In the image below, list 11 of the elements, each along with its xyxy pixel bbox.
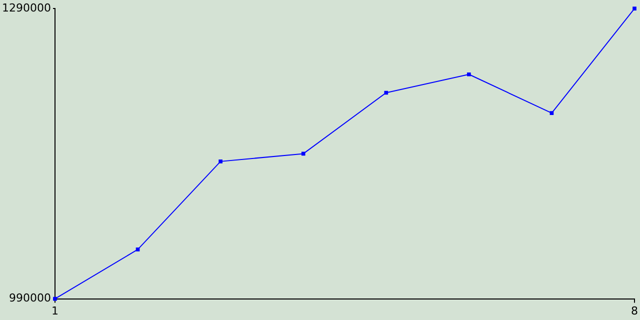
point [550, 111, 554, 115]
x-tick-label: 8 [631, 304, 638, 318]
point [384, 90, 388, 95]
y-tick-label: 990000 [8, 292, 51, 305]
point [632, 6, 636, 11]
y-tick-label: 1290000 [2, 1, 51, 14]
point [467, 72, 471, 76]
point [218, 160, 222, 164]
point [136, 248, 140, 252]
point [301, 152, 306, 156]
x-tick-label: 1 [51, 304, 58, 318]
